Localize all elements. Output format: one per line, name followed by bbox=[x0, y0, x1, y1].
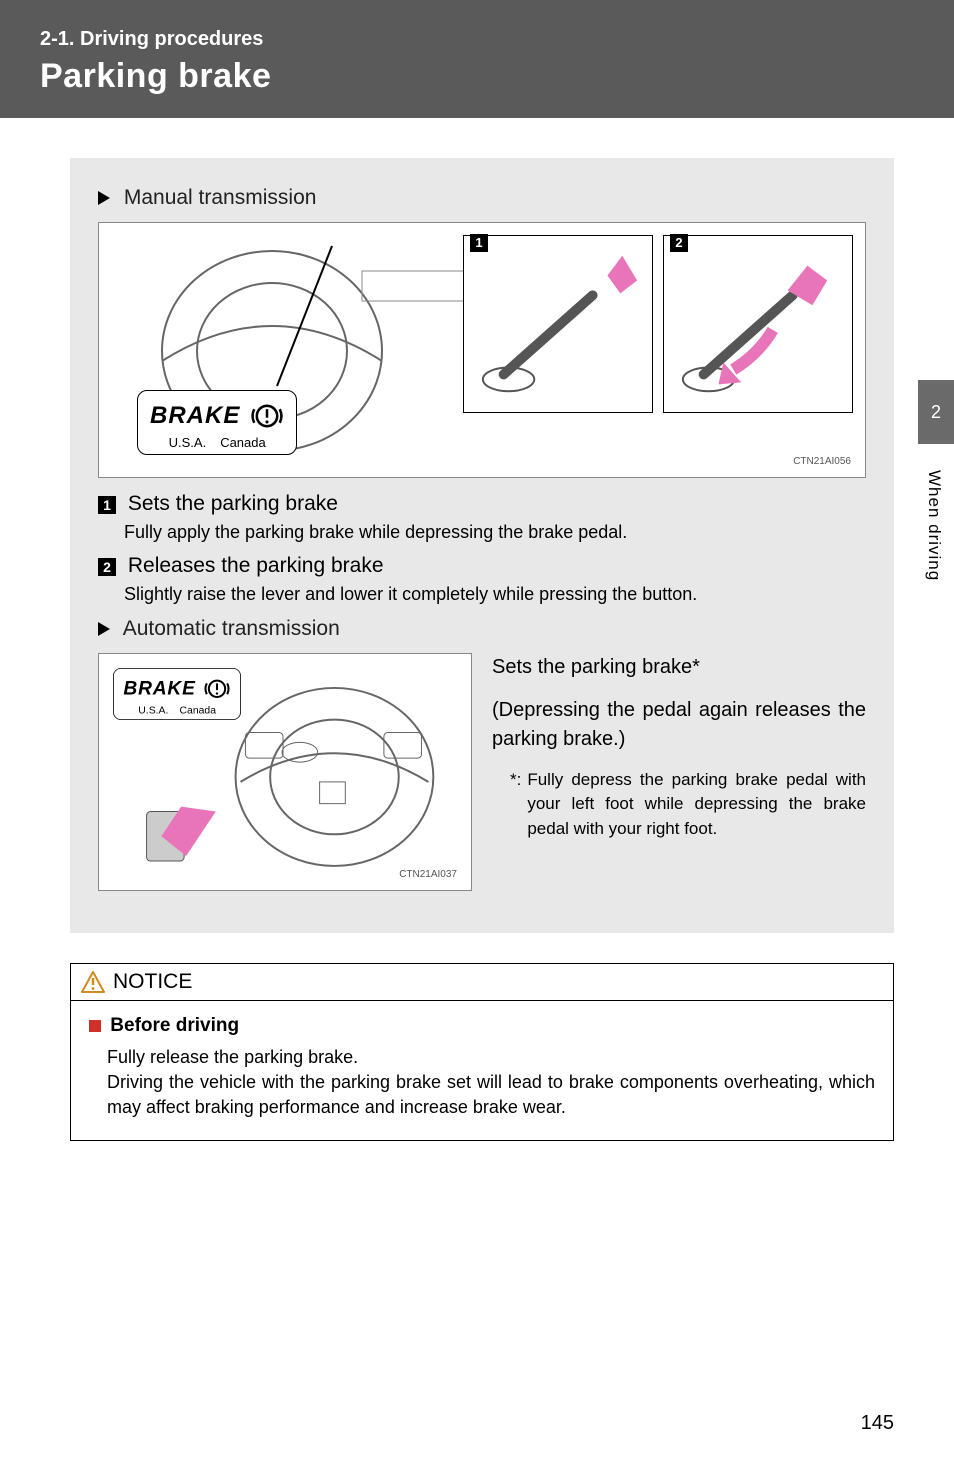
auto-brake-callout: BRAKE U.S.A. Canada bbox=[113, 668, 241, 720]
step-2-badge: 2 bbox=[98, 558, 116, 576]
automatic-heading: Automatic transmission bbox=[98, 617, 866, 641]
step-1-title-text: Sets the parking brake bbox=[128, 492, 338, 515]
usa-label: U.S.A. bbox=[169, 435, 207, 450]
red-square-icon bbox=[89, 1020, 101, 1032]
auto-release-text: (Depressing the pedal again releases the… bbox=[492, 696, 866, 754]
manual-callout-2: 2 bbox=[663, 235, 853, 413]
manual-callout-1: 1 bbox=[463, 235, 653, 413]
step-2-body: Slightly raise the lever and lower it co… bbox=[124, 582, 866, 606]
manual-diagram: BRAKE U.S.A. Canada 1 bbox=[107, 231, 857, 469]
automatic-text-column: Sets the parking brake* (Depressing the … bbox=[492, 653, 866, 905]
lever-up-icon bbox=[464, 236, 652, 412]
manual-heading: Manual transmission bbox=[98, 186, 866, 210]
notice-line2: Driving the vehicle with the parking bra… bbox=[107, 1072, 875, 1117]
lever-down-icon bbox=[664, 236, 852, 412]
footnote-marker: *: bbox=[510, 768, 521, 842]
auto-usa-label: U.S.A. bbox=[138, 704, 168, 716]
step-2-title-text: Releases the parking brake bbox=[128, 554, 384, 577]
footnote-text: Fully depress the parking brake pedal wi… bbox=[527, 768, 866, 842]
canada-label: Canada bbox=[220, 435, 266, 450]
brake-text: BRAKE bbox=[150, 402, 240, 430]
step-1-badge: 1 bbox=[98, 496, 116, 514]
auto-brake-warn-icon bbox=[204, 675, 231, 702]
callout-num-2: 2 bbox=[670, 234, 688, 252]
content-panel: Manual transmission BRAKE bbox=[70, 158, 894, 933]
chapter-label: When driving bbox=[924, 470, 944, 581]
auto-canada-label: Canada bbox=[180, 704, 216, 716]
triangle-right-icon bbox=[98, 622, 112, 636]
step-2-title: 2 Releases the parking brake bbox=[98, 554, 866, 578]
automatic-diagram-ref: CTN21AI037 bbox=[399, 869, 457, 880]
automatic-heading-text: Automatic transmission bbox=[123, 617, 340, 640]
section-label: 2-1. Driving procedures bbox=[40, 28, 914, 51]
manual-diagram-frame: BRAKE U.S.A. Canada 1 bbox=[98, 222, 866, 478]
page-number: 145 bbox=[861, 1412, 894, 1435]
page-header: 2-1. Driving procedures Parking brake bbox=[0, 0, 954, 118]
notice-label: NOTICE bbox=[113, 970, 192, 994]
brake-warn-icon bbox=[250, 399, 284, 433]
manual-diagram-ref: CTN21AI056 bbox=[793, 456, 851, 467]
automatic-diagram-frame: BRAKE U.S.A. Canada bbox=[98, 653, 472, 891]
notice-header: NOTICE bbox=[71, 964, 893, 1001]
step-1-title: 1 Sets the parking brake bbox=[98, 492, 866, 516]
step-1-body: Fully apply the parking brake while depr… bbox=[124, 520, 866, 544]
chapter-tab: 2 bbox=[918, 380, 954, 444]
notice-body: Before driving Fully release the parking… bbox=[71, 1001, 893, 1141]
auto-brake-text: BRAKE bbox=[123, 677, 195, 699]
notice-subheading-text: Before driving bbox=[110, 1015, 239, 1036]
warning-triangle-icon bbox=[81, 971, 105, 993]
notice-subheading: Before driving bbox=[89, 1015, 875, 1037]
brake-indicator-callout: BRAKE U.S.A. Canada bbox=[137, 390, 297, 455]
automatic-diagram: BRAKE U.S.A. Canada bbox=[107, 662, 463, 882]
callout-num-1: 1 bbox=[470, 234, 488, 252]
automatic-row: BRAKE U.S.A. Canada bbox=[98, 653, 866, 905]
chapter-number: 2 bbox=[931, 402, 941, 423]
triangle-right-icon bbox=[98, 191, 112, 205]
notice-text: Fully release the parking brake. Driving… bbox=[107, 1045, 875, 1121]
notice-box: NOTICE Before driving Fully release the … bbox=[70, 963, 894, 1142]
page-title: Parking brake bbox=[40, 57, 914, 96]
auto-set-text: Sets the parking brake* bbox=[492, 653, 866, 682]
manual-heading-text: Manual transmission bbox=[124, 186, 317, 209]
notice-line1: Fully release the parking brake. bbox=[107, 1047, 358, 1067]
auto-footnote: *: Fully depress the parking brake pedal… bbox=[510, 768, 866, 842]
